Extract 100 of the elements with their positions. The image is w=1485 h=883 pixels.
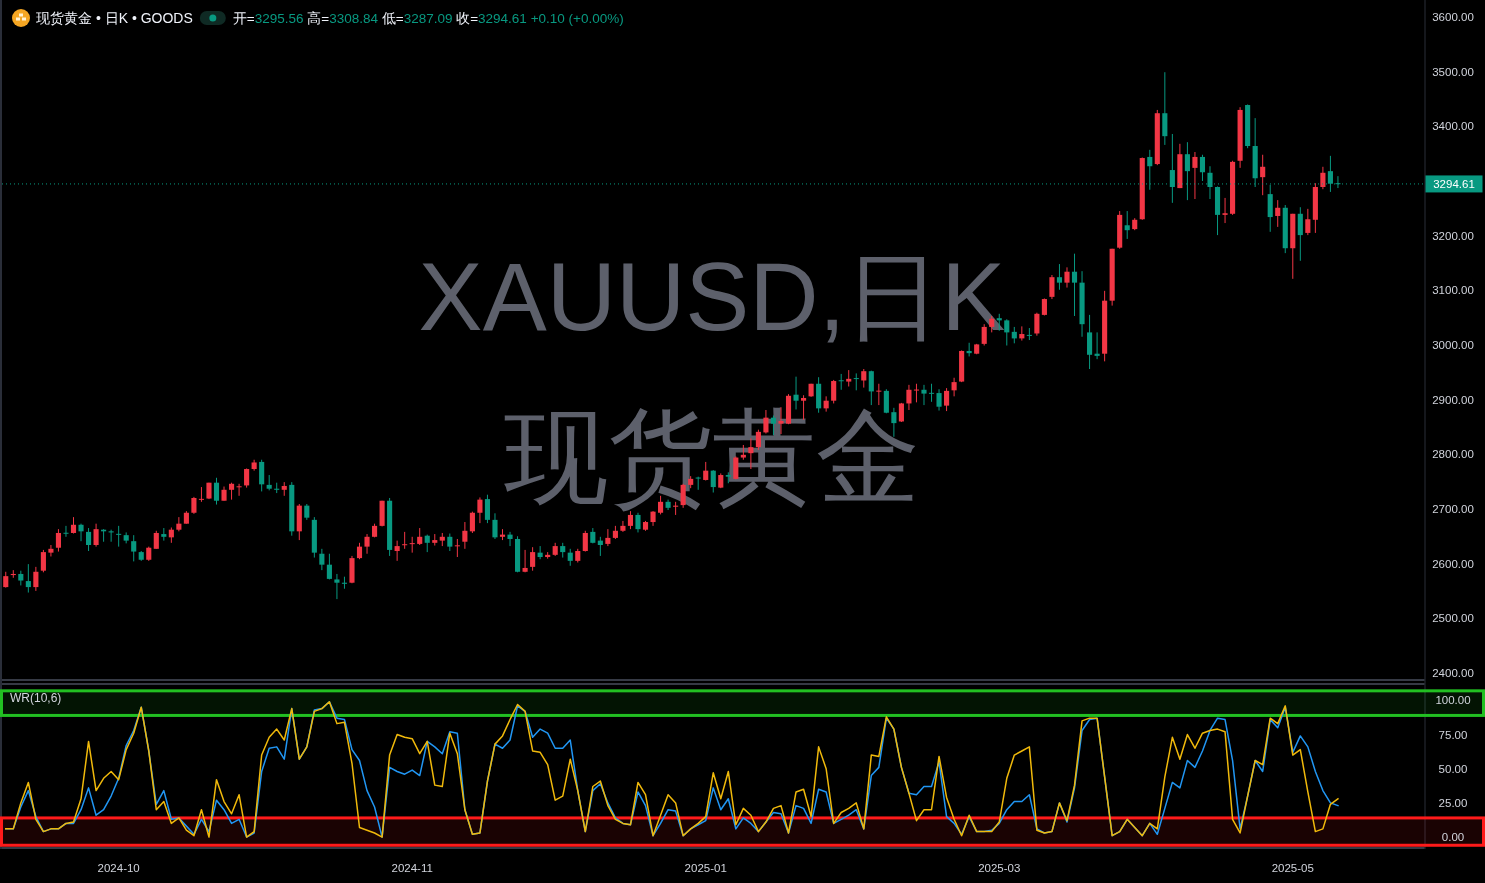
candlestick xyxy=(853,372,859,391)
y-tick-label: 3200.00 xyxy=(1432,229,1474,242)
chart-title: 现货黄金 • 日K • GOODS xyxy=(36,10,193,26)
candlestick xyxy=(364,533,370,555)
y-tick-label: 100.00 xyxy=(1435,694,1471,707)
candlestick xyxy=(462,521,468,550)
candlestick xyxy=(605,528,611,547)
text: 开=3295.56 高=3308.84 低=3287.09 收=3294.61 +0.10 (+0.00%) xyxy=(232,11,624,26)
candlestick xyxy=(236,483,242,497)
candlestick xyxy=(454,538,460,558)
y-tick-label: 3500.00 xyxy=(1432,65,1474,78)
candlestick xyxy=(116,525,122,548)
candlestick xyxy=(198,486,205,503)
candlestick xyxy=(861,368,867,389)
candlestick xyxy=(1034,312,1040,337)
candlestick xyxy=(409,536,415,554)
candlestick xyxy=(1297,206,1303,262)
y-tick-label: 2600.00 xyxy=(1432,557,1474,570)
candlestick xyxy=(703,461,709,482)
candlestick xyxy=(951,377,957,397)
candlestick xyxy=(213,477,220,506)
candlestick xyxy=(131,534,137,562)
candlestick xyxy=(1192,151,1198,200)
candlestick xyxy=(176,516,182,532)
candlestick xyxy=(469,511,475,534)
candlestick xyxy=(944,387,950,412)
candlestick xyxy=(627,510,634,530)
candlestick xyxy=(891,407,897,438)
candlestick xyxy=(966,342,972,357)
candlestick xyxy=(936,388,942,412)
candlestick xyxy=(244,467,250,489)
candlestick xyxy=(153,530,159,550)
candlestick xyxy=(402,531,408,550)
candlestick xyxy=(334,573,340,600)
candlestick xyxy=(1162,71,1168,146)
candlestick xyxy=(695,476,701,491)
y-tick-label: 25.00 xyxy=(1438,796,1468,809)
candlestick xyxy=(507,531,513,547)
candlestick xyxy=(259,459,265,492)
candlestick xyxy=(868,370,874,406)
candlestick xyxy=(1026,327,1032,341)
x-tick-label: 2025-01 xyxy=(684,862,727,874)
candlestick xyxy=(25,563,31,594)
candlestick xyxy=(1275,199,1281,228)
candlestick xyxy=(620,520,626,533)
candlestick xyxy=(1260,154,1266,196)
candlestick xyxy=(582,530,588,553)
x-tick-label: 2025-03 xyxy=(978,862,1021,874)
candlestick xyxy=(1199,154,1206,182)
candlestick xyxy=(63,525,69,538)
candlestick xyxy=(484,494,491,524)
x-tick-label: 2024-11 xyxy=(391,862,433,874)
y-tick-label: 2700.00 xyxy=(1432,502,1474,515)
candlestick xyxy=(48,544,54,557)
candlestick xyxy=(1305,208,1311,236)
candlestick xyxy=(86,527,92,552)
candlestick xyxy=(1087,314,1093,370)
candlestick xyxy=(831,379,837,404)
candlestick xyxy=(876,383,882,406)
candlestick xyxy=(1064,266,1070,289)
x-tick-label: 2024-10 xyxy=(97,862,140,874)
ref-line-label: 3294.61 xyxy=(1433,177,1475,190)
y-tick-label: 3000.00 xyxy=(1432,338,1474,351)
y-tick-label: 3600.00 xyxy=(1432,11,1474,24)
candlestick xyxy=(680,483,686,509)
y-tick-label: 75.00 xyxy=(1438,728,1468,741)
y-tick-label: 2400.00 xyxy=(1432,666,1474,679)
candlestick xyxy=(921,384,927,406)
candlestick xyxy=(319,548,325,571)
candlestick xyxy=(635,512,641,533)
annotation: XAUUSD,日K xyxy=(418,243,1006,350)
y-tick-label: 2900.00 xyxy=(1432,393,1474,406)
candlestick xyxy=(530,546,536,572)
candlestick xyxy=(1056,263,1063,291)
candlestick xyxy=(93,523,99,548)
candlestick xyxy=(597,536,603,557)
y-tick-label: 3400.00 xyxy=(1432,120,1474,133)
candlestick xyxy=(537,545,543,560)
candlestick xyxy=(40,549,46,573)
y-tick-label: 2800.00 xyxy=(1432,448,1474,461)
candlestick xyxy=(1071,253,1078,317)
candlestick xyxy=(33,566,39,592)
candlestick xyxy=(1004,318,1010,347)
candlestick xyxy=(326,553,332,580)
y-tick-label: 50.00 xyxy=(1438,762,1468,775)
y-tick-label: 2500.00 xyxy=(1432,612,1474,625)
candlestick xyxy=(78,523,84,542)
y-tick-label: 3100.00 xyxy=(1432,284,1474,297)
candlestick xyxy=(492,512,498,540)
y-tick-label: 0.00 xyxy=(1441,831,1465,844)
text: WR(10,6) xyxy=(10,691,62,705)
candlestick xyxy=(1124,210,1130,240)
candlestick xyxy=(55,528,62,553)
candlestick xyxy=(394,540,400,562)
candlestick xyxy=(477,496,483,524)
candlestick xyxy=(838,373,844,391)
x-tick-label: 2025-05 xyxy=(1271,862,1314,874)
candlestick xyxy=(913,383,920,403)
candlestick xyxy=(1094,331,1100,360)
candlestick xyxy=(1049,274,1055,300)
